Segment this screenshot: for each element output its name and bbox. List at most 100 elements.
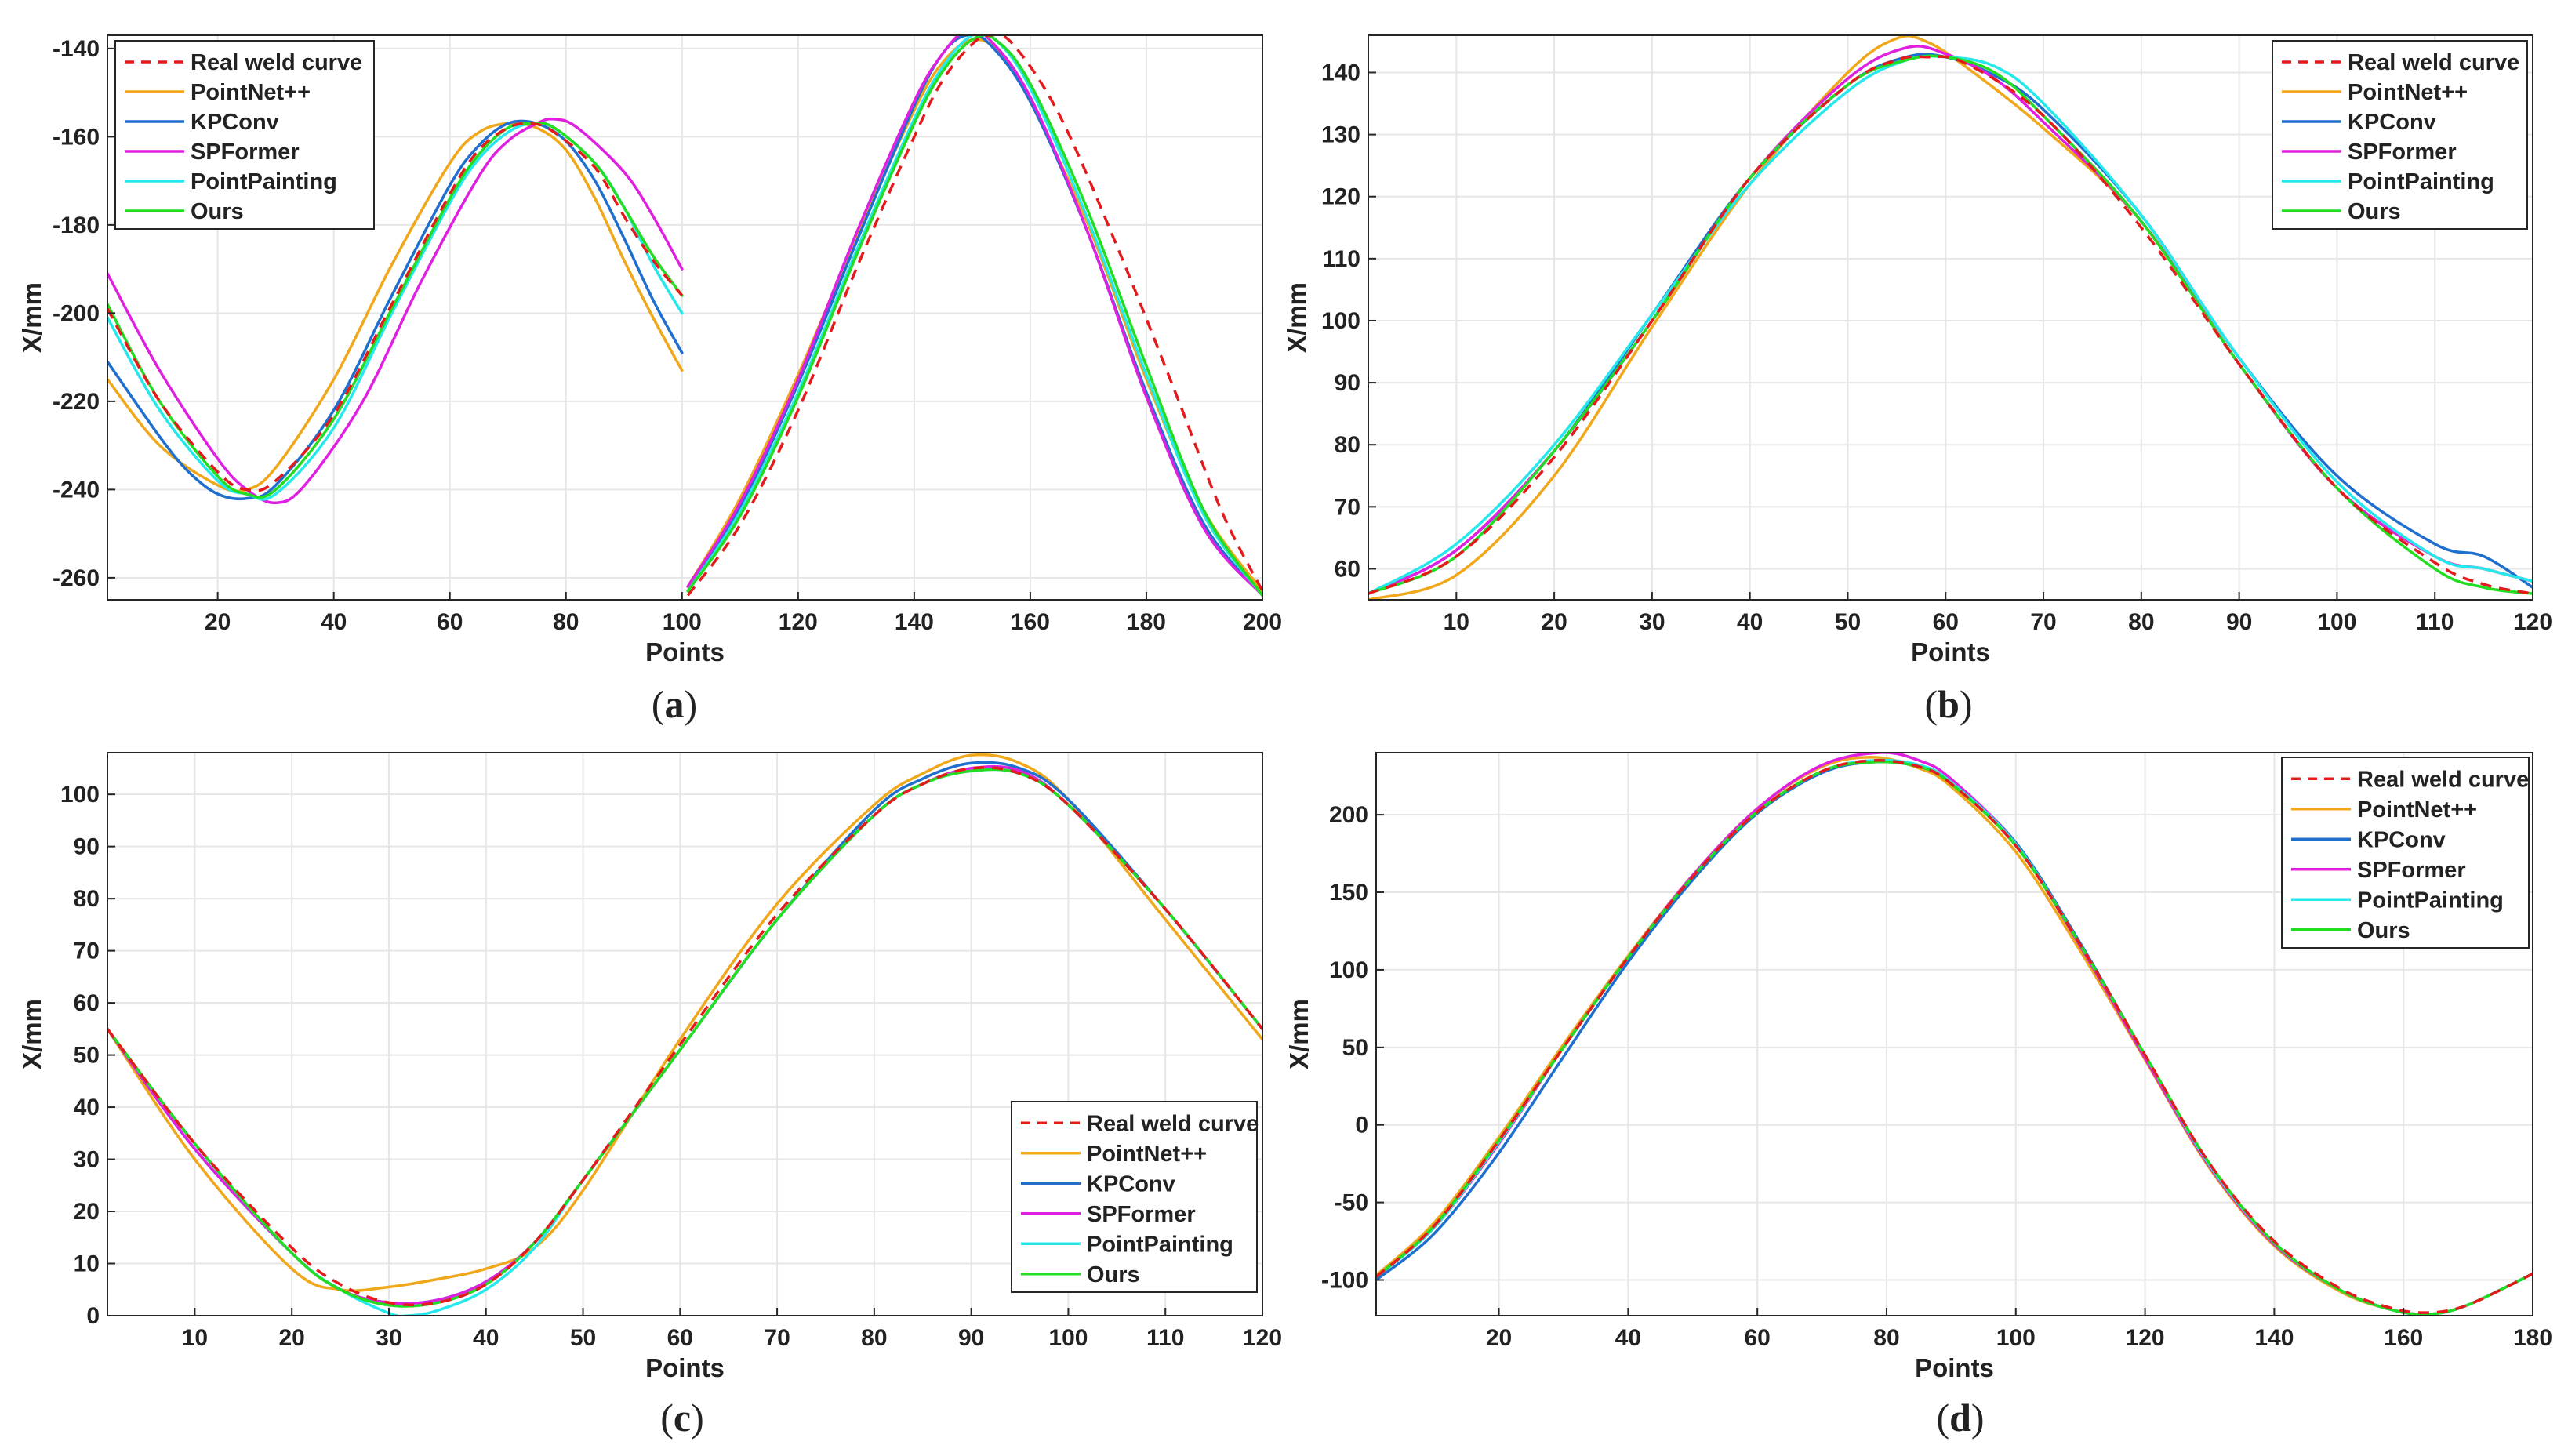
panel-d-chart: 20 40 60 80 100 120 140 160 180 -100 -50 0 50 100 150 2… <box>1284 752 2552 1440</box>
x-tick-label: 160 <box>1011 609 1050 635</box>
x-tick-label: 120 <box>2513 609 2552 635</box>
x-tick-label: 40 <box>1615 1325 1641 1351</box>
y-tick-label: -240 <box>53 477 100 503</box>
legend: Real weld curve PointNet++ KPConv SPFormer P… <box>2272 40 2528 230</box>
legend-label: KPConv <box>191 110 279 135</box>
x-tick-label: 80 <box>1873 1325 1899 1351</box>
y-tick-label: 50 <box>74 1043 100 1069</box>
y-tick-label: 90 <box>1335 370 1360 396</box>
x-tick-label: 60 <box>437 609 463 635</box>
series-line-pointpainting <box>686 35 1262 597</box>
legend-box <box>1011 1101 1258 1293</box>
legend-label: PointNet++ <box>2348 80 2468 105</box>
y-tick-label: -260 <box>53 565 100 591</box>
y-tick-label: -200 <box>53 300 100 326</box>
x-tick-label: 80 <box>553 609 579 635</box>
y-tick-label: 150 <box>1329 880 1368 906</box>
x-tick-label: 120 <box>1243 1325 1282 1351</box>
x-tick-label: 30 <box>1639 609 1665 635</box>
legend: Real weld curve PointNet++ KPConv SPFormer P… <box>1011 1101 1259 1293</box>
series-line-real-weld-curve <box>107 766 1262 1307</box>
series-line-real-weld-curve <box>1376 759 2533 1314</box>
series-group <box>107 35 1262 597</box>
x-axis-label: Points <box>645 637 725 666</box>
legend-label: SPFormer <box>1087 1202 1196 1227</box>
panel-a-chart: 20 40 60 80 100 120 140 160 180 200 -260 -240 -220 -2… <box>17 34 1282 726</box>
y-tick-label: -100 <box>1321 1268 1368 1294</box>
legend-label: PointNet++ <box>1087 1142 1207 1167</box>
x-tick-label: 160 <box>2384 1325 2423 1351</box>
x-tick-label: 110 <box>2416 609 2454 635</box>
series-group <box>1368 35 2533 600</box>
x-tick-label: 20 <box>278 1325 304 1351</box>
plot-frame <box>1375 752 2533 1316</box>
y-tick-label: 100 <box>1321 308 1360 334</box>
legend-box <box>114 40 375 230</box>
y-tick-label: -50 <box>1335 1190 1368 1216</box>
y-tick-label: -180 <box>53 212 100 238</box>
x-tick-label: 110 <box>1146 1325 1184 1351</box>
panel-label: (b) <box>1924 682 1972 726</box>
y-tick-label: 50 <box>1342 1035 1368 1061</box>
legend-box <box>2281 757 2530 949</box>
legend: Real weld curve PointNet++ KPConv SPFormer P… <box>114 40 375 230</box>
x-tick-label: 40 <box>473 1325 499 1351</box>
x-tick-label: 90 <box>2226 609 2252 635</box>
y-tick-label: 20 <box>74 1199 100 1225</box>
y-tick-label: 120 <box>1321 184 1360 210</box>
panel-b-chart: 10 20 30 40 50 60 70 80 90 100 110 120 60 70 80 90 100 11… <box>1282 34 2552 726</box>
y-tick-label: 80 <box>74 886 100 912</box>
y-tick-label: 70 <box>74 939 100 964</box>
panel-c-chart: 10 20 30 40 50 60 70 80 90 100 110 120 0 10 20 30 40 50 60… <box>17 752 1282 1440</box>
x-tick-label: 200 <box>1243 609 1282 635</box>
x-tick-label: 140 <box>2254 1325 2294 1351</box>
x-tick-label: 20 <box>1486 1325 1512 1351</box>
x-tick-label: 70 <box>764 1325 790 1351</box>
legend-label: Ours <box>1087 1262 1140 1287</box>
legend-label: SPFormer <box>191 140 300 165</box>
x-tick-label: 100 <box>663 609 702 635</box>
plot-frame <box>1368 34 2533 601</box>
series-line-kpconv <box>686 35 1262 597</box>
legend-label: PointPainting <box>2348 169 2494 194</box>
panel-label: (a) <box>652 682 697 726</box>
x-tick-label: 20 <box>1541 609 1567 635</box>
x-tick-label: 100 <box>1048 1325 1088 1351</box>
x-axis-label: Points <box>1915 1353 1994 1382</box>
y-tick-label: 130 <box>1321 122 1360 148</box>
legend: Real weld curve PointNet++ KPConv SPFormer P… <box>2281 757 2530 949</box>
legend-label: Real weld curve <box>2357 767 2529 792</box>
x-tick-label: 10 <box>182 1325 208 1351</box>
x-tick-label: 70 <box>2030 609 2056 635</box>
x-tick-label: 80 <box>861 1325 887 1351</box>
y-tick-label: 0 <box>1355 1113 1368 1138</box>
legend-label: KPConv <box>2348 110 2436 135</box>
y-tick-label: 100 <box>60 782 100 808</box>
x-tick-label: 60 <box>667 1325 693 1351</box>
x-tick-label: 50 <box>1835 609 1861 635</box>
y-tick-label: 60 <box>74 990 100 1016</box>
x-tick-label: 180 <box>1127 609 1166 635</box>
legend-label: KPConv <box>2357 827 2446 852</box>
y-tick-label: -160 <box>53 124 100 150</box>
panel-label: (c) <box>660 1396 704 1440</box>
x-tick-label: 120 <box>779 609 818 635</box>
x-axis-label: Points <box>645 1353 725 1382</box>
y-tick-label: 30 <box>74 1147 100 1173</box>
y-tick-label: 60 <box>1335 556 1360 582</box>
y-axis-label: X/mm <box>17 282 46 353</box>
series-line-real-weld-curve <box>1368 55 2533 595</box>
y-tick-label: 100 <box>1329 957 1368 983</box>
series-group <box>107 753 1262 1316</box>
y-axis-label: X/mm <box>17 999 46 1069</box>
y-tick-label: 140 <box>1321 60 1360 85</box>
x-tick-label: 10 <box>1444 609 1469 635</box>
x-tick-label: 100 <box>1996 1325 2036 1351</box>
legend-label: SPFormer <box>2357 858 2466 883</box>
legend-label: Ours <box>2357 918 2410 943</box>
legend-label: PointPainting <box>1087 1232 1233 1257</box>
x-tick-label: 80 <box>2128 609 2154 635</box>
x-tick-label: 40 <box>1737 609 1763 635</box>
series-line-ours <box>686 35 1262 597</box>
